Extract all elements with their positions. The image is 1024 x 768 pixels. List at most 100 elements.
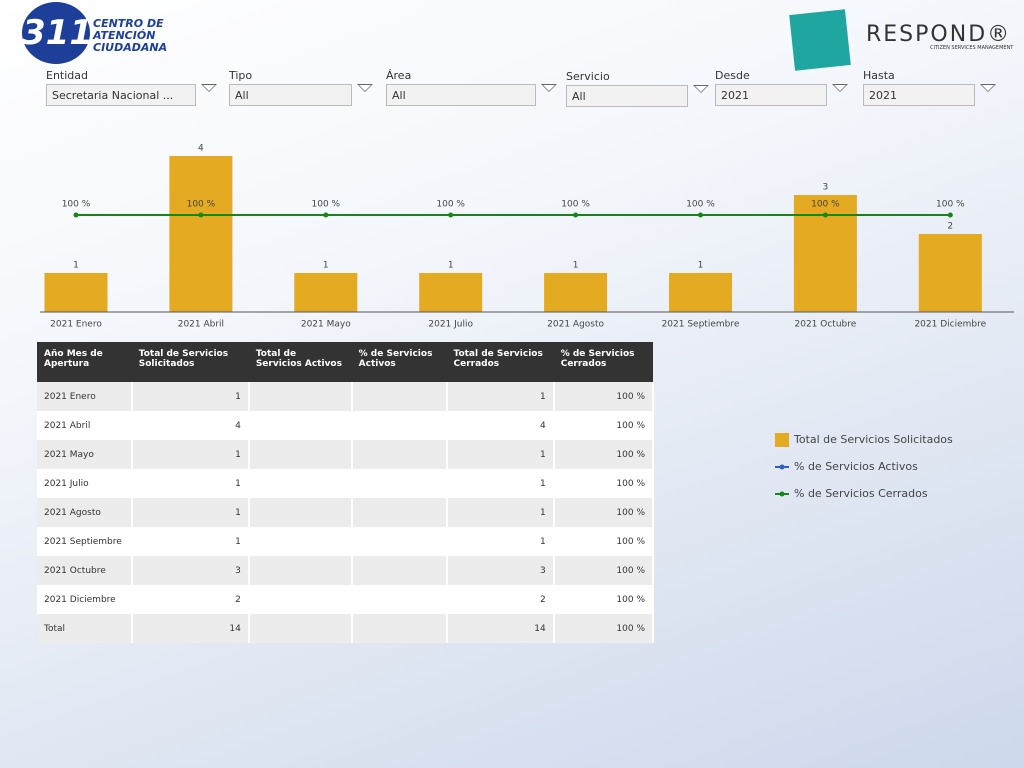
table-cell: 1: [131, 498, 250, 527]
column-header: % de Servicios Cerrados: [553, 342, 653, 382]
table-cell: [248, 614, 353, 643]
filter-dropdown[interactable]: All: [229, 84, 352, 106]
table-cell: 1: [131, 469, 250, 498]
bar-label: 1: [448, 261, 454, 271]
line-label: 100 %: [686, 200, 715, 210]
table-cell: [248, 527, 353, 556]
x-tick-label: 2021 Abril: [178, 320, 224, 330]
bar-label: 1: [698, 261, 704, 271]
column-header: Total de Servicios Solicitados: [131, 342, 249, 382]
filter-dropdown[interactable]: 2021: [863, 84, 975, 106]
table-cell: 2021 Septiembre: [37, 527, 133, 556]
table-cell: 4: [131, 411, 250, 440]
table-cell: 100 %: [553, 527, 655, 556]
table-cell: 2: [446, 585, 555, 614]
legend-swatch: [775, 433, 789, 447]
bar: [419, 273, 483, 312]
filter-label: Desde: [715, 69, 750, 82]
dropdown-arrow[interactable]: [980, 84, 996, 92]
line-point: [448, 212, 454, 218]
logo-text: CENTRO DE ATENCIÓN CIUDADANA: [93, 18, 167, 54]
table-cell: 100 %: [553, 556, 655, 585]
table-cell: 100 %: [553, 585, 655, 614]
bar: [544, 273, 608, 312]
table-cell: 2021 Mayo: [37, 440, 133, 469]
line-point: [947, 212, 953, 218]
table-cell: 100 %: [553, 411, 655, 440]
bar-label: 4: [198, 144, 204, 154]
table-row: 2021 Abril 4 4 100 %: [37, 411, 655, 440]
x-tick-label: 2021 Diciembre: [914, 320, 986, 330]
line-point: [698, 212, 703, 218]
table-cell: 1: [446, 440, 555, 469]
dropdown-arrow[interactable]: [541, 84, 557, 92]
table-cell: [351, 527, 448, 556]
line-label: 100 %: [811, 200, 840, 210]
line-point: [573, 212, 579, 218]
bar: [669, 273, 732, 312]
table-cell: [248, 556, 353, 585]
table-cell: 1: [446, 498, 555, 527]
dropdown-arrow[interactable]: [832, 84, 848, 92]
filter-dropdown[interactable]: All: [566, 85, 688, 107]
line-label: 100 %: [187, 200, 216, 210]
table-row: 2021 Julio 1 1 100 %: [37, 469, 655, 498]
logo-line: CENTRO DE: [93, 17, 164, 30]
line-label: 100 %: [62, 200, 91, 210]
legend-label: % de Servicios Activos: [794, 460, 918, 473]
logo-line: CIUDADANA: [93, 41, 168, 54]
table-row: 2021 Diciembre 2 2 100 %: [37, 585, 655, 614]
bar-label: 3: [823, 183, 829, 193]
table-cell: 3: [131, 556, 250, 585]
table-cell: 2021 Diciembre: [37, 585, 133, 614]
bar-label: 2: [947, 222, 953, 232]
filter-label: Área: [386, 69, 412, 82]
filter-label: Tipo: [229, 69, 253, 82]
table-row: 2021 Octubre 3 3 100 %: [37, 556, 655, 585]
x-tick-label: 2021 Mayo: [301, 320, 351, 330]
logo-line: ATENCIÓN: [93, 29, 156, 42]
table-cell: [351, 411, 448, 440]
bar: [44, 273, 108, 312]
dropdown-arrow[interactable]: [693, 85, 709, 93]
bar: [169, 156, 233, 312]
table-cell: [248, 382, 353, 411]
table-cell: 100 %: [553, 469, 655, 498]
filter-dropdown[interactable]: Secretaria Nacional ...: [46, 84, 196, 106]
table-cell: 2021 Octubre: [37, 556, 133, 585]
table-cell: [248, 411, 353, 440]
table-cell: [351, 469, 448, 498]
x-tick-label: 2021 Julio: [428, 320, 473, 330]
table-cell: [351, 440, 448, 469]
table-cell: Total: [37, 614, 133, 643]
column-header: Total de Servicios Activos: [248, 342, 352, 382]
table-cell: 2021 Agosto: [37, 498, 133, 527]
filter-dropdown[interactable]: All: [386, 84, 536, 106]
data-table: Año Mes de Apertura Total de Servicios So…: [37, 342, 655, 643]
dropdown-arrow[interactable]: [357, 84, 373, 92]
dropdown-arrow[interactable]: [201, 84, 217, 92]
filter-label: Servicio: [566, 70, 610, 83]
legend-swatch: [779, 464, 785, 470]
table-cell: [248, 585, 353, 614]
table-cell: [351, 556, 448, 585]
line-label: 100 %: [312, 200, 341, 210]
table-cell: 1: [131, 382, 250, 411]
table-row: 2021 Mayo 1 1 100 %: [37, 440, 655, 469]
table-cell: 1: [131, 527, 250, 556]
line-point: [822, 212, 828, 218]
column-header: Total de Servicios Cerrados: [446, 342, 554, 382]
brand-tagline: CITIZEN SERVICES MANAGEMENT: [930, 45, 1014, 51]
filter-dropdown[interactable]: 2021: [715, 84, 827, 106]
table-cell: 1: [446, 527, 555, 556]
column-header: Año Mes de Apertura: [37, 342, 132, 382]
legend-label: Total de Servicios Solicitados: [793, 433, 953, 446]
line-point: [323, 212, 329, 218]
line-point: [73, 212, 79, 218]
filter-label: Hasta: [863, 69, 895, 82]
line-label: 100 %: [436, 200, 465, 210]
logo-311: 311: [22, 2, 93, 64]
bar: [294, 273, 358, 312]
table-cell: [351, 382, 448, 411]
table-cell: 100 %: [553, 614, 655, 643]
